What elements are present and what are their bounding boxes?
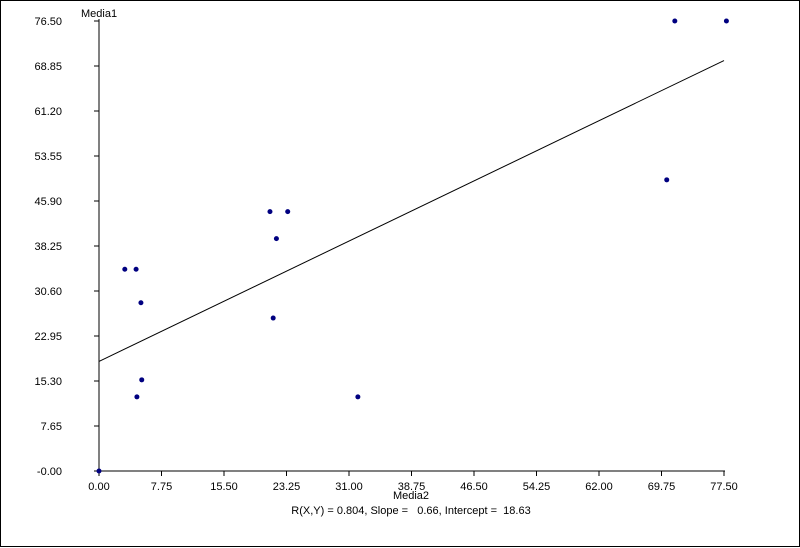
y-axis-ticks: -0.00 7.65 15.30 22.95 30.60 38.25 45.90 53.55 6…: [34, 16, 99, 478]
x-axis-ticks: 0.00 7.75 15.50 23.25 31.00 38.75 46.50 54.25 62…: [88, 471, 738, 493]
data-point: [672, 18, 678, 24]
y-tick-label: -0.00: [37, 466, 62, 478]
data-point: [138, 300, 144, 306]
y-tick-label: 30.60: [34, 286, 62, 298]
x-tick-label: 62.00: [585, 481, 613, 493]
regression-line: [98, 60, 725, 362]
data-point: [273, 236, 279, 242]
x-tick-label: 7.75: [151, 481, 172, 493]
x-tick-label: 15.50: [210, 481, 238, 493]
data-point: [723, 18, 729, 24]
y-tick-label: 76.50: [34, 16, 62, 28]
x-tick-label: 46.50: [460, 481, 488, 493]
y-axis-label: Media1: [81, 8, 117, 20]
regression-stats: R(X,Y) = 0.804, Slope = 0.66, Intercept …: [291, 505, 530, 517]
y-tick-label: 38.25: [34, 241, 62, 253]
y-tick-label: 45.90: [34, 196, 62, 208]
x-tick-label: 77.50: [710, 481, 738, 493]
x-axis-label: Media2: [393, 490, 429, 502]
data-point: [355, 394, 361, 400]
x-tick-label: 23.25: [273, 481, 301, 493]
y-tick-label: 7.65: [41, 421, 62, 433]
data-point: [133, 266, 139, 272]
data-point: [267, 209, 273, 215]
data-point: [122, 266, 128, 272]
data-points: [96, 18, 729, 474]
y-tick-label: 61.20: [34, 106, 62, 118]
data-point: [139, 377, 145, 383]
y-tick-label: 22.95: [34, 331, 62, 343]
data-point: [96, 468, 102, 474]
y-tick-label: 53.55: [34, 151, 62, 163]
x-tick-label: 69.75: [648, 481, 676, 493]
data-point: [270, 315, 276, 321]
x-tick-label: 31.00: [335, 481, 363, 493]
data-point: [664, 177, 670, 183]
x-tick-label: 38.75: [398, 481, 426, 493]
data-point: [285, 209, 291, 215]
data-point: [134, 394, 140, 400]
axes: [98, 19, 725, 472]
x-tick-label: 0.00: [88, 481, 109, 493]
x-tick-label: 54.25: [523, 481, 551, 493]
y-tick-label: 15.30: [34, 376, 62, 388]
y-tick-label: 68.85: [34, 61, 62, 73]
